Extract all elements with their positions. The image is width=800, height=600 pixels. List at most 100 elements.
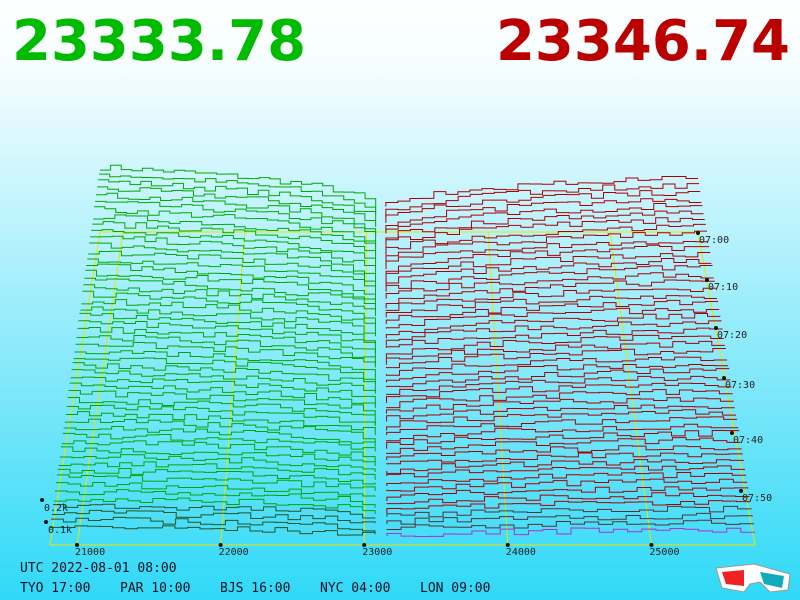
ask-depth-line xyxy=(386,429,740,449)
ask-depth-line xyxy=(385,375,731,395)
ask-depth-line xyxy=(385,279,715,309)
zone-clock: LON 09:00 xyxy=(420,581,490,596)
bid-depth-line xyxy=(84,277,376,312)
zone-clock: BJS 16:00 xyxy=(220,581,290,596)
bid-depth-line xyxy=(75,342,376,368)
price-tick-label: 23000 xyxy=(362,547,392,558)
ask-depth-line xyxy=(386,445,742,461)
ask-depth-line xyxy=(385,198,702,232)
bid-depth-line xyxy=(96,192,377,237)
bid-depth-line xyxy=(70,376,376,405)
ask-depth-line xyxy=(386,486,749,501)
bid-depth-line xyxy=(88,250,377,289)
ask-depth-line xyxy=(385,340,725,365)
ask-depth-line xyxy=(385,265,713,292)
bid-depth-line xyxy=(72,362,376,392)
ask-depth-line xyxy=(385,244,710,273)
bid-depth-line xyxy=(54,489,376,508)
depth-tick xyxy=(40,498,44,502)
ask-depth-line xyxy=(386,382,732,403)
bid-depth-line xyxy=(62,432,376,452)
ask-depth-line xyxy=(385,183,700,218)
price-tick-label: 21000 xyxy=(75,547,105,558)
ask-depth-line xyxy=(385,257,712,286)
price-tick-label: 22000 xyxy=(219,547,249,558)
bid-depth-line xyxy=(52,503,376,519)
bid-depth-line xyxy=(64,418,376,443)
ask-depth-line xyxy=(385,223,706,256)
bid-depth-line xyxy=(65,411,376,436)
bid-depth-line xyxy=(100,164,377,209)
time-tick-label: 07:00 xyxy=(699,235,729,246)
time-tick-label: 07:20 xyxy=(717,330,747,341)
bid-depth-line xyxy=(56,474,376,491)
3d-glasses-icon[interactable] xyxy=(715,563,791,593)
ask-depth-line xyxy=(385,320,722,346)
ask-depth-line xyxy=(385,287,716,311)
price-grid-line xyxy=(76,231,124,546)
price-grid-line xyxy=(609,231,652,546)
ask-depth-line xyxy=(386,397,734,414)
zone-clock: PAR 10:00 xyxy=(120,581,190,596)
ask-depth-line xyxy=(385,327,723,348)
bid-depth-line xyxy=(95,200,377,242)
bid-depth-line xyxy=(53,497,376,515)
depth-tick xyxy=(44,520,48,524)
ask-depth-line xyxy=(386,452,743,465)
bid-depth-line xyxy=(82,290,376,324)
ask-depth-line xyxy=(385,217,705,251)
zone-clocks: TYO 17:00 PAR 10:00 BJS 16:00 NYC 04:00 LON … xyxy=(20,581,490,596)
bid-depth-line xyxy=(90,235,377,273)
time-tick-label: 07:30 xyxy=(725,380,755,391)
time-tick xyxy=(705,278,709,282)
price-tick-label: 25000 xyxy=(649,547,679,558)
bid-depth-line xyxy=(87,258,377,294)
ask-depth-line xyxy=(385,295,717,318)
bid-depth-line xyxy=(73,357,376,384)
bid-depth-line xyxy=(86,263,376,300)
ask-depth-line xyxy=(386,423,739,442)
ask-depth-line xyxy=(386,527,755,538)
ask-depth-line xyxy=(385,230,707,262)
zone-clock: NYC 04:00 xyxy=(320,581,390,596)
ask-depth-line xyxy=(385,363,729,383)
time-tick xyxy=(739,489,743,493)
time-tick xyxy=(730,431,734,435)
utc-clock: UTC 2022-08-01 08:00 xyxy=(20,561,177,576)
floor-frame xyxy=(49,231,756,546)
bid-depth-line xyxy=(74,350,376,379)
bid-depth-line xyxy=(69,382,376,409)
bid-depth-line xyxy=(98,179,377,221)
bid-price: 23333.78 xyxy=(12,9,306,74)
bid-depth-line xyxy=(57,468,376,485)
ask-depth-line xyxy=(385,210,704,243)
bid-depth-line xyxy=(97,186,377,227)
bid-depth-line xyxy=(81,299,376,335)
ask-depth-line xyxy=(386,404,735,422)
ask-depth-line xyxy=(386,472,747,487)
ask-depth-line xyxy=(386,505,752,518)
ask-depth-line xyxy=(386,492,750,505)
zone-clock: TYO 17:00 xyxy=(20,581,90,596)
depth-tick-label: 0.2k xyxy=(44,503,68,514)
time-tick-label: 07:40 xyxy=(733,435,763,446)
bid-depth-line xyxy=(92,221,377,259)
ask-depth-line xyxy=(385,252,711,283)
bid-depth-line xyxy=(79,312,376,345)
bid-depth-line xyxy=(77,327,376,357)
depth-tick-label: 0.1k xyxy=(48,525,72,536)
bid-depth-line xyxy=(50,516,376,533)
time-tick xyxy=(696,231,700,235)
depth-lines xyxy=(50,164,755,538)
ask-depth-line xyxy=(385,240,709,270)
time-tick xyxy=(714,326,718,330)
floor-grid xyxy=(49,231,756,546)
bid-depth-line xyxy=(50,525,376,536)
ask-depth-line xyxy=(386,500,751,514)
bid-depth-line xyxy=(59,454,376,473)
bid-depth-line xyxy=(63,425,376,447)
bid-depth-line xyxy=(67,397,376,425)
bid-depth-line xyxy=(99,173,377,214)
price-tick xyxy=(75,543,79,547)
bid-depth-line xyxy=(85,269,376,304)
